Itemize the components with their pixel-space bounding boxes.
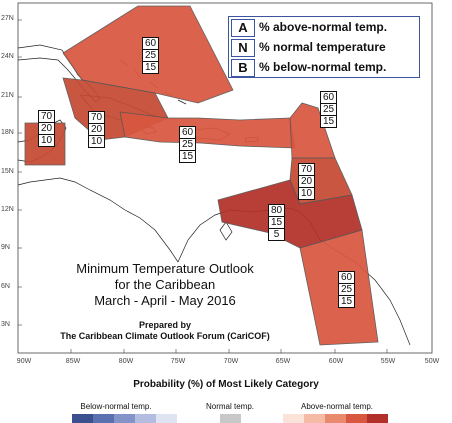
legend-row-below: B % below-normal temp. (229, 59, 419, 77)
legend-text: % below-normal temp. (259, 60, 387, 74)
colorbar-below-label: Below-normal temp. (80, 402, 152, 411)
prob-box-central-lesser-antilles: 70 20 10 (298, 163, 315, 200)
prob-box-western-caribbean: 70 20 10 (38, 110, 55, 147)
colorbar-swatch-below (93, 414, 114, 423)
lat-label: 27N (1, 15, 14, 22)
above-percent: 70 (299, 164, 314, 176)
credit-prepared-by: Prepared by (138, 320, 192, 330)
legend-row-above: A % above-normal temp. (229, 19, 419, 37)
prob-box-southern-caribbean: 80 15 5 (268, 204, 285, 241)
below-percent: 15 (144, 62, 157, 73)
above-percent: 60 (321, 92, 336, 104)
legend-key: N (231, 39, 255, 57)
colorbar-title: Probability (%) of Most Likely Category (133, 379, 319, 390)
colorbar-swatch-below (135, 414, 156, 423)
map-season: March - April - May 2016 (94, 293, 236, 308)
legend-text: % normal temperature (259, 40, 386, 54)
central-america-coast (17, 177, 179, 263)
lon-label: 85W (65, 358, 81, 365)
above-percent: 70 (89, 112, 104, 124)
axis-ticks (18, 19, 388, 353)
legend: A % above-normal temp. N % normal temper… (228, 16, 420, 78)
below-percent: 15 (322, 116, 335, 127)
below-percent: 5 (273, 229, 280, 240)
lat-label: 6N (1, 283, 10, 290)
lon-label: 60W (328, 358, 344, 365)
lat-label: 3N (1, 321, 10, 328)
lon-label: 55W (380, 358, 396, 365)
normal-percent: 25 (180, 139, 195, 151)
colorbar-swatch-normal (220, 414, 241, 423)
normal-percent: 15 (269, 217, 284, 229)
legend-key: B (231, 59, 255, 77)
lat-label: 18N (1, 129, 14, 136)
prob-box-guianas: 60 25 15 (338, 271, 355, 308)
below-percent: 10 (40, 135, 53, 146)
below-percent: 15 (181, 151, 194, 162)
legend-key: A (231, 19, 255, 37)
normal-percent: 25 (143, 50, 158, 62)
colorbar-swatch-above (346, 414, 367, 423)
below-percent: 10 (90, 136, 103, 147)
credit-organization: The Caribbean Climate Outlook Forum (Car… (60, 331, 270, 341)
map-title: Minimum Temperature Outlook (76, 261, 254, 276)
colorbar-above-label: Above-normal temp. (300, 402, 374, 411)
region-northern-lesser-antilles (289, 102, 336, 159)
colorbar-swatch-above (283, 414, 304, 423)
below-percent: 10 (300, 188, 313, 199)
lat-label: 15N (1, 168, 14, 175)
prob-box-greater-antilles: 60 25 15 (179, 126, 196, 163)
lake-maracaibo (219, 221, 233, 241)
map-title-line2: for the Caribbean (114, 277, 216, 292)
lon-label: 65W (275, 358, 291, 365)
normal-percent: 20 (89, 124, 104, 136)
colorbar-swatch-above (304, 414, 325, 423)
lon-label: 80W (118, 358, 134, 365)
above-percent: 60 (180, 127, 195, 139)
lat-label: 12N (1, 206, 14, 213)
normal-percent: 25 (321, 104, 336, 116)
prob-box-bahamas-north: 60 25 15 (142, 37, 159, 74)
lon-label: 50W (424, 358, 440, 365)
above-percent: 80 (269, 205, 284, 217)
legend-text: % above-normal temp. (259, 20, 388, 34)
lon-label: 75W (170, 358, 186, 365)
colorbar-swatch-above (367, 414, 388, 423)
normal-percent: 20 (39, 123, 54, 135)
legend-row-normal: N % normal temperature (229, 39, 419, 57)
below-percent: 15 (340, 296, 353, 307)
colorbar-swatch-below (114, 414, 135, 423)
lat-label: 21N (1, 92, 14, 99)
colorbar-normal-label: Normal temp. (205, 402, 255, 411)
colorbar-swatch-above (325, 414, 346, 423)
normal-percent: 25 (339, 284, 354, 296)
above-percent: 60 (143, 38, 158, 50)
colorbar-swatch-below (156, 414, 177, 423)
normal-percent: 20 (299, 176, 314, 188)
lat-label: 9N (1, 244, 10, 251)
above-percent: 70 (39, 111, 54, 123)
prob-box-cuba-cayman: 70 20 10 (88, 111, 105, 148)
lat-label: 24N (1, 53, 14, 60)
lon-label: 70W (223, 358, 239, 365)
prob-box-northern-lesser-antilles: 60 25 15 (320, 91, 337, 128)
colorbar-swatch-below (72, 414, 93, 423)
above-percent: 60 (339, 272, 354, 284)
lon-label: 90W (16, 358, 32, 365)
